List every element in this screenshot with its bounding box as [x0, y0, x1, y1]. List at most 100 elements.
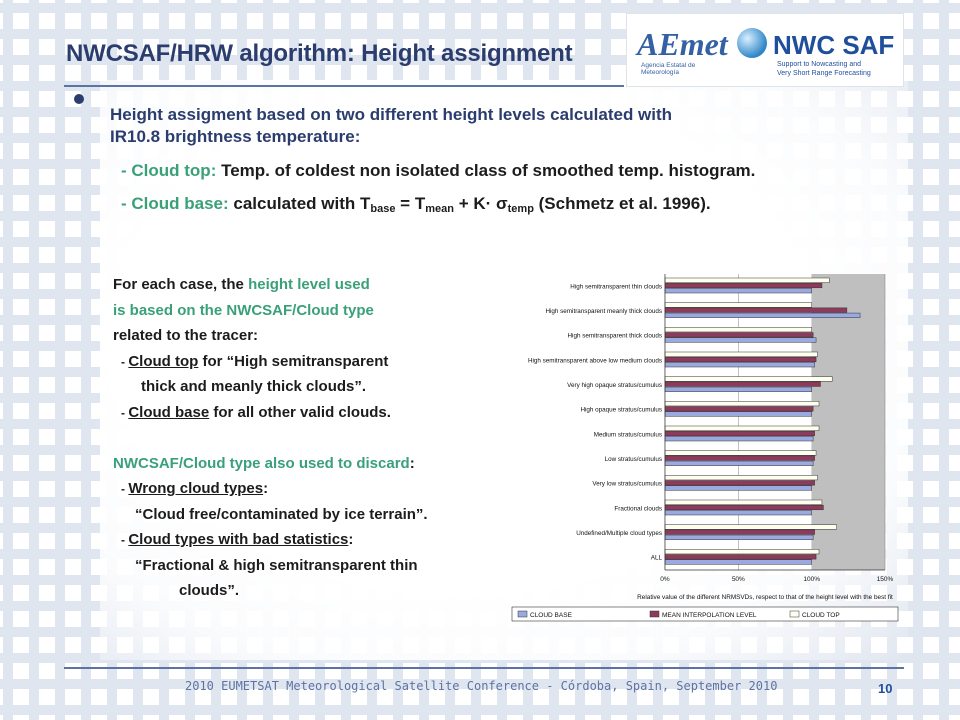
category-label: Very low stratus/cumulus: [592, 481, 662, 488]
bar: [664, 312, 861, 318]
main-bullet-line1: Height assigment based on two different …: [110, 105, 673, 124]
subscript-temp: temp: [507, 203, 534, 215]
bar: [664, 406, 814, 412]
text-span: for “High semitransparent: [198, 352, 389, 370]
legend-swatch: [789, 610, 800, 618]
bar: [664, 554, 817, 560]
bar: [664, 351, 818, 357]
explanation-line: For each case, the height level used: [113, 272, 493, 298]
legend-box: [511, 606, 899, 622]
bar: [664, 504, 824, 511]
bar: [664, 455, 815, 461]
legend-swatch: [649, 610, 660, 618]
dash: -: [121, 405, 129, 420]
cloud-top-definition: - Cloud top: Temp. of coldest non isolat…: [121, 160, 755, 182]
x-tick-label: 0%: [660, 576, 670, 583]
explanation-line: NWCSAF/Cloud type also used to discard:: [113, 451, 493, 477]
bar: [664, 288, 812, 294]
cloud-base-text-b: = T: [395, 194, 426, 213]
explanation-line: thick and meanly thick clouds”.: [141, 378, 367, 395]
explanation-line: related to the tracer:: [113, 327, 259, 344]
explanation-line: - Wrong cloud types:: [113, 476, 493, 502]
bar: [664, 277, 830, 283]
nwcsaf-logo-subtitle: Support to Nowcasting and Very Short Ran…: [777, 60, 871, 78]
category-label: Undefined/Multiple cloud types: [576, 530, 662, 537]
cloud-base-definition: - Cloud base: calculated with Tbase = Tm…: [121, 193, 711, 217]
text-span: :: [348, 531, 354, 548]
bar: [664, 436, 814, 442]
bar: [664, 534, 814, 540]
bar: [664, 430, 815, 437]
bar: [664, 480, 815, 486]
dash: -: [121, 354, 129, 369]
highlight-span: NWCSAF/Cloud type also used to discard: [113, 454, 410, 472]
bar: [664, 425, 820, 431]
x-tick-label: 100%: [803, 576, 820, 583]
category-label: Medium stratus/cumulus: [594, 431, 662, 438]
category-label: Fractional clouds: [614, 505, 662, 512]
category-label: ALL: [651, 555, 663, 562]
explanation-line: clouds”.: [179, 582, 240, 599]
bar: [664, 282, 823, 289]
bar: [664, 450, 817, 456]
category-label: High semitransparent thin clouds: [570, 283, 662, 290]
explanation-line: “Fractional & high semitransparent thin: [135, 556, 418, 574]
page-number: 10: [878, 681, 893, 696]
category-label: High semitransparent meanly thick clouds: [545, 308, 662, 315]
bar: [664, 549, 820, 555]
bar: [664, 529, 815, 535]
text-span: :: [263, 480, 269, 497]
bar: [664, 411, 812, 417]
highlight-span: height level used: [248, 276, 370, 293]
bar: [664, 376, 833, 382]
text-span: :: [409, 454, 415, 472]
title-divider: [64, 85, 624, 87]
bar: [664, 524, 837, 530]
bar: [664, 337, 817, 343]
explanation-line: “Cloud free/contaminated by ice terrain”…: [135, 505, 428, 523]
x-tick-label: 50%: [732, 576, 745, 583]
bar: [664, 485, 812, 491]
subscript-mean: mean: [425, 203, 454, 215]
underlined-term: Cloud base: [128, 403, 210, 421]
tracer-explanation: For each case, the height level used is …: [113, 272, 493, 604]
category-label: High opaque stratus/cumulus: [580, 407, 662, 414]
bar: [664, 356, 817, 363]
logos-banner: AEmet Agencia Estatal de Meteorología NW…: [626, 13, 904, 87]
globe-icon: [737, 28, 767, 58]
bar: [664, 475, 818, 481]
category-label: Low stratus/cumulus: [605, 456, 662, 463]
underlined-term: Cloud top: [128, 352, 199, 370]
dash: -: [121, 482, 129, 496]
cloud-base-label: - Cloud base:: [121, 194, 229, 213]
explanation-line: is based on the NWCSAF/Cloud type: [113, 301, 374, 319]
bullet-icon: [74, 94, 84, 104]
explanation-line: - Cloud base for all other valid clouds.: [113, 400, 493, 426]
x-tick-label: 150%: [877, 576, 894, 583]
category-label: High semitransparent above low medium cl…: [528, 357, 662, 364]
bar: [664, 302, 812, 308]
nwcsaf-subtitle-line1: Support to Nowcasting and: [777, 61, 862, 68]
underlined-term: Wrong cloud types: [128, 480, 264, 497]
text-span: For each case, the: [113, 276, 249, 293]
dash: -: [121, 533, 129, 547]
category-label: High semitransparent thick clouds: [568, 333, 663, 340]
cloud-top-text: Temp. of coldest non isolated class of s…: [216, 161, 756, 180]
main-bullet: Height assigment based on two different …: [110, 104, 830, 148]
explanation-line: - Cloud types with bad statistics:: [113, 527, 493, 553]
category-label: Very high opaque stratus/cumulus: [567, 382, 662, 389]
legend-label: CLOUD TOP: [802, 612, 840, 619]
footer-divider: [64, 667, 904, 669]
bar: [664, 362, 815, 368]
subscript-base: base: [370, 203, 396, 215]
slide-title: NWCSAF/HRW algorithm: Height assignment: [66, 40, 573, 67]
bar: [664, 307, 848, 313]
nwcsaf-logo: NWC SAF: [773, 30, 895, 60]
cloud-top-label: - Cloud top:: [121, 161, 217, 180]
x-axis-label: Relative value of the different NRMSVDs,…: [637, 594, 893, 601]
bar: [664, 460, 814, 466]
legend-label: CLOUD BASE: [530, 612, 573, 619]
bar: [664, 510, 812, 516]
aemet-logo-subtitle: Agencia Estatal de Meteorología: [641, 62, 696, 76]
bar: [664, 327, 812, 333]
